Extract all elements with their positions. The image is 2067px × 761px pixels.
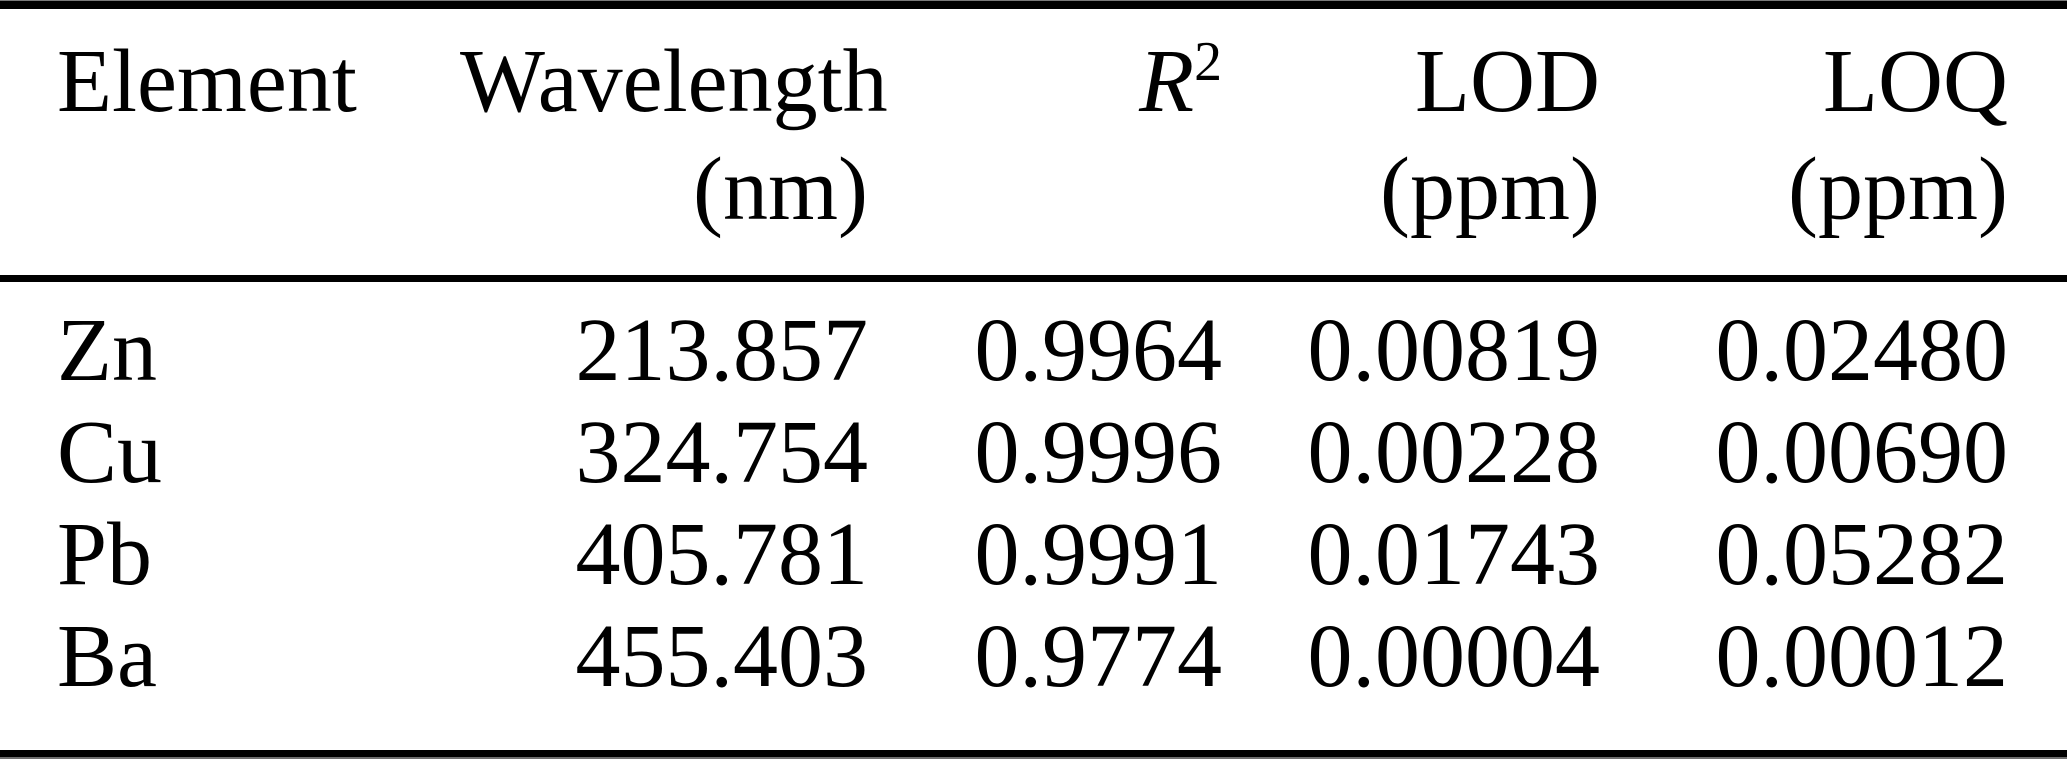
column-header-loq-unit: (ppm) [1788, 140, 2008, 239]
table-bottom-rule [0, 750, 2067, 759]
cell-wavelength: 405.781 [575, 505, 869, 604]
cell-r-squared: 0.9996 [974, 403, 1223, 502]
column-header-element-label: Element [57, 32, 357, 131]
cell-lod: 0.01743 [1307, 505, 1601, 604]
column-header-lod-unit: (ppm) [1380, 140, 1600, 239]
cell-r-squared: 0.9774 [974, 607, 1223, 706]
cell-wavelength: 213.857 [575, 301, 869, 400]
cell-lod: 0.00228 [1307, 403, 1601, 502]
column-header-wavelength-label: Wavelength [460, 32, 888, 131]
cell-r-squared: 0.9964 [974, 301, 1223, 400]
column-header-lod: LOD (ppm) [1222, 28, 1600, 244]
cell-wavelength: 324.754 [575, 403, 869, 502]
cell-element: Pb [57, 505, 153, 604]
cell-loq: 0.00012 [1715, 607, 2009, 706]
column-header-wavelength-unit: (nm) [693, 140, 868, 239]
cell-r-squared: 0.9991 [974, 505, 1223, 604]
cell-element: Ba [57, 607, 157, 706]
column-header-lod-label: LOD [1415, 32, 1600, 131]
table-header-row: Element Wavelength (nm) R2 LOD (ppm) LOQ… [0, 28, 2008, 244]
column-header-loq-label: LOQ [1823, 32, 2008, 131]
cell-lod: 0.00819 [1307, 301, 1601, 400]
cell-loq: 0.05282 [1715, 505, 2009, 604]
column-header-loq: LOQ (ppm) [1600, 28, 2008, 244]
cell-element: Cu [57, 403, 163, 502]
table-top-rule [0, 0, 2067, 9]
column-header-element: Element [0, 28, 460, 244]
cell-loq: 0.02480 [1715, 301, 2009, 400]
column-header-wavelength: Wavelength (nm) [460, 28, 888, 244]
cell-element: Zn [57, 301, 157, 400]
table-header-separator-rule [0, 275, 2067, 282]
cell-wavelength: 455.403 [575, 607, 869, 706]
table-body: Zn 213.857 0.9964 0.00819 0.02480 Cu 324… [0, 300, 2008, 708]
column-header-r-squared: R2 [868, 28, 1222, 244]
cell-loq: 0.00690 [1715, 403, 2009, 502]
cell-lod: 0.00004 [1307, 607, 1601, 706]
column-header-r-squared-exponent: 2 [1194, 31, 1222, 94]
column-header-r-squared-base: R [1139, 32, 1195, 131]
